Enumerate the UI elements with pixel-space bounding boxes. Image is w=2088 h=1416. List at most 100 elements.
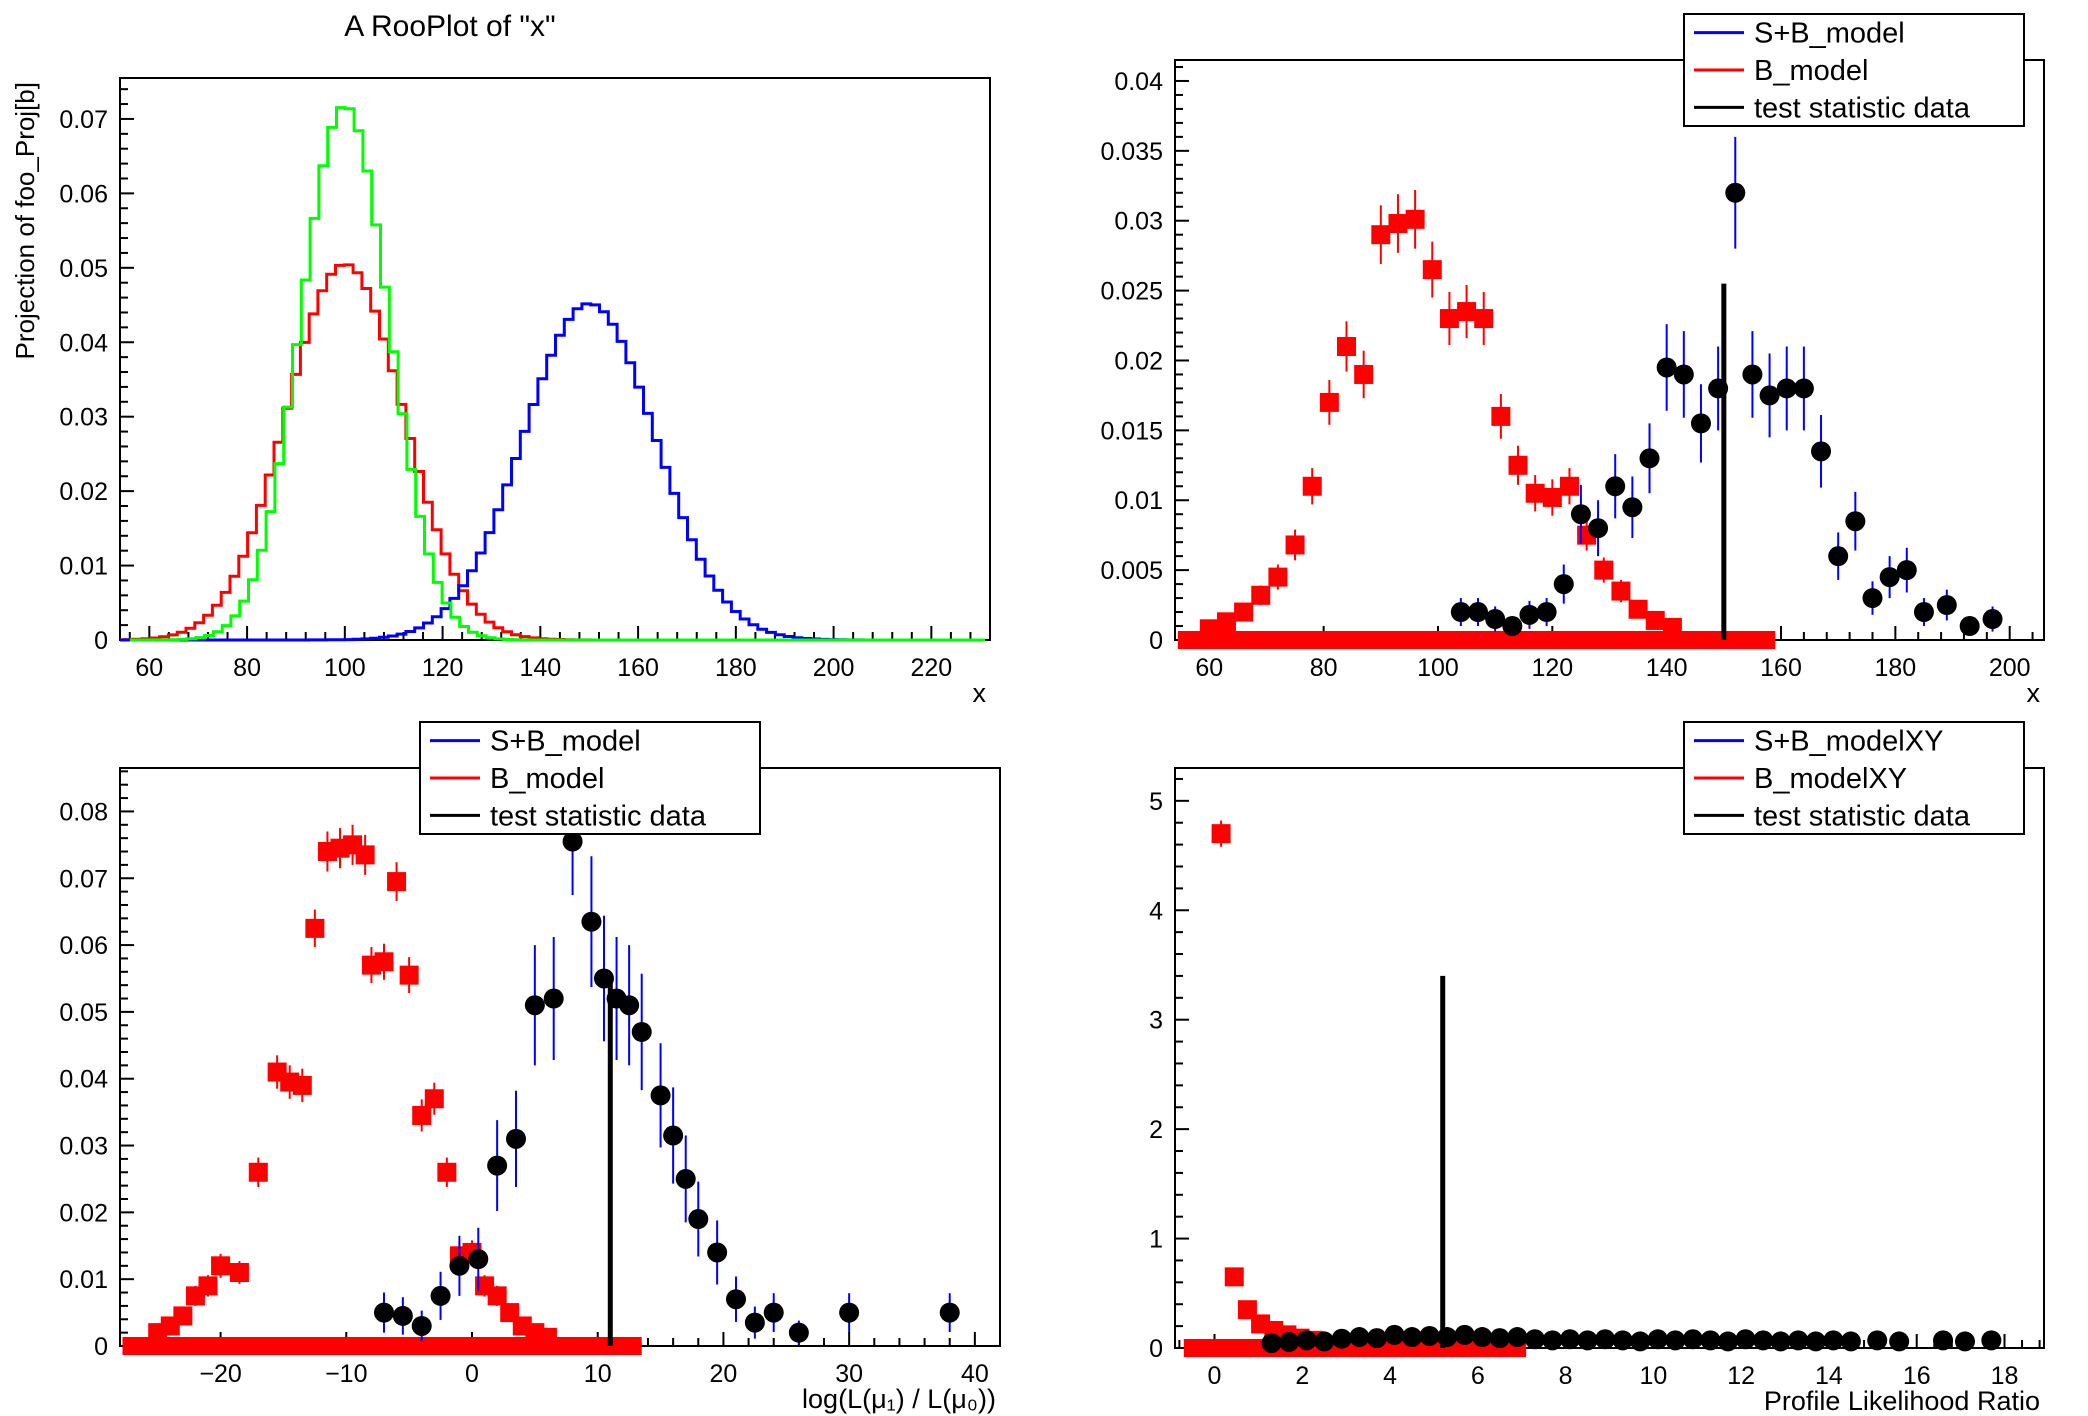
legend-label: B_model bbox=[1754, 55, 1868, 87]
marker-circle bbox=[562, 831, 583, 852]
marker-square bbox=[1559, 476, 1579, 496]
marker-circle bbox=[449, 1255, 470, 1276]
marker-circle bbox=[1759, 385, 1780, 406]
marker-circle bbox=[1536, 602, 1557, 623]
marker-circle bbox=[1793, 378, 1814, 399]
marker-circle bbox=[1682, 1329, 1703, 1350]
marker-circle bbox=[1296, 1330, 1317, 1351]
y-tick-label: 0 bbox=[1149, 1335, 1163, 1363]
chart-rooplot-x: 60 80 100 120 140 160 180 200 220 0 0.01 0.02 0.03 0.… bbox=[10, 10, 991, 708]
marker-square bbox=[1388, 214, 1408, 234]
marker-circle bbox=[1788, 1330, 1809, 1351]
x-tick-label: 160 bbox=[617, 654, 659, 682]
marker-circle bbox=[506, 1128, 526, 1149]
x-tick-label: 2 bbox=[1295, 1362, 1309, 1390]
marker-circle bbox=[675, 1168, 696, 1189]
marker-circle bbox=[1811, 441, 1832, 462]
marker-circle bbox=[619, 995, 640, 1016]
marker-circle bbox=[1862, 588, 1883, 609]
x-tick-label: 4 bbox=[1383, 1362, 1397, 1390]
marker-square bbox=[1491, 406, 1511, 426]
chart-test-statistic-x: 60 80 100 120 140 160 180 200 0 0.005 0.01 0.015 0.0… bbox=[1100, 13, 2045, 708]
marker-circle bbox=[688, 1209, 709, 1230]
marker-circle bbox=[1630, 1331, 1651, 1352]
marker-square bbox=[1628, 599, 1648, 619]
y-tick-label: 0.01 bbox=[59, 1266, 108, 1294]
curve-red_curve bbox=[120, 263, 626, 642]
marker-circle bbox=[1314, 1331, 1335, 1352]
marker-circle bbox=[392, 1305, 413, 1326]
legend-label: S+B_modelXY bbox=[1754, 726, 1943, 758]
x-tick-label: 200 bbox=[813, 654, 855, 682]
marker-square bbox=[1199, 619, 1219, 639]
series-S+B_model bbox=[1450, 136, 2003, 637]
marker-circle bbox=[1553, 574, 1574, 595]
marker-square bbox=[1457, 302, 1477, 322]
marker-circle bbox=[788, 1322, 809, 1343]
marker-circle bbox=[1845, 511, 1866, 532]
near-zero-band bbox=[122, 1337, 642, 1355]
x-tick-label: −10 bbox=[325, 1360, 367, 1388]
marker-circle bbox=[1605, 476, 1626, 497]
x-tick-label: 140 bbox=[1646, 654, 1688, 682]
marker-circle bbox=[487, 1155, 508, 1176]
marker-circle bbox=[430, 1285, 451, 1306]
y-tick-label: 4 bbox=[1149, 897, 1163, 925]
y-tick-label: 0.02 bbox=[59, 1199, 108, 1227]
marker-square bbox=[1594, 560, 1614, 580]
plot-title: A RooPlot of "x" bbox=[344, 10, 555, 43]
x-tick-label: 120 bbox=[422, 654, 464, 682]
marker-circle bbox=[1735, 1329, 1756, 1350]
y-tick-label: 0.005 bbox=[1100, 557, 1163, 585]
x-axis-title: Profile Likelihood Ratio bbox=[1764, 1386, 2040, 1416]
marker-circle bbox=[1776, 378, 1797, 399]
x-tick-label: 0 bbox=[1208, 1362, 1222, 1390]
marker-circle bbox=[1690, 413, 1711, 434]
marker-square bbox=[229, 1262, 249, 1282]
marker-square bbox=[374, 952, 394, 972]
series-B_modelXY bbox=[1183, 820, 1527, 1357]
y-tick-label: 0.035 bbox=[1100, 138, 1163, 166]
marker-circle bbox=[1524, 1329, 1545, 1350]
marker-circle bbox=[1770, 1331, 1791, 1352]
marker-circle bbox=[1612, 1330, 1633, 1351]
marker-circle bbox=[524, 995, 545, 1016]
marker-circle bbox=[1933, 1330, 1954, 1351]
marker-circle bbox=[1454, 1324, 1475, 1345]
x-tick-label: 20 bbox=[710, 1360, 738, 1388]
y-tick-label: 0.07 bbox=[59, 865, 108, 893]
marker-square bbox=[1439, 309, 1459, 329]
marker-square bbox=[292, 1075, 312, 1095]
marker-square bbox=[487, 1286, 507, 1306]
marker-circle bbox=[1489, 1328, 1510, 1349]
x-tick-label: 30 bbox=[835, 1360, 863, 1388]
y-tick-label: 0.07 bbox=[59, 106, 108, 134]
marker-circle bbox=[374, 1302, 394, 1323]
y-tick-label: 0.02 bbox=[1114, 347, 1163, 375]
x-tick-label: 14 bbox=[1815, 1362, 1843, 1390]
y-tick-label: 0.03 bbox=[59, 1133, 108, 1161]
marker-square bbox=[248, 1162, 268, 1182]
marker-circle bbox=[1823, 1330, 1844, 1351]
marker-circle bbox=[707, 1242, 728, 1263]
legend-label: test statistic data bbox=[490, 800, 707, 832]
marker-circle bbox=[1828, 546, 1849, 567]
x-tick-label: 100 bbox=[324, 654, 366, 682]
series-B_model bbox=[1177, 189, 1776, 649]
legend-label: test statistic data bbox=[1754, 92, 1971, 124]
marker-circle bbox=[1419, 1325, 1440, 1346]
marker-circle bbox=[1867, 1330, 1888, 1351]
near-zero-band bbox=[1177, 631, 1776, 649]
marker-square bbox=[412, 1105, 432, 1125]
marker-circle bbox=[1468, 602, 1489, 623]
marker-circle bbox=[1896, 560, 1917, 581]
marker-circle bbox=[1622, 497, 1643, 518]
marker-circle bbox=[1450, 602, 1471, 623]
curve-green_curve bbox=[129, 106, 986, 642]
marker-circle bbox=[1507, 1327, 1528, 1348]
marker-square bbox=[1337, 337, 1357, 357]
y-tick-label: 5 bbox=[1149, 788, 1163, 816]
y-tick-label: 0.05 bbox=[59, 255, 108, 283]
